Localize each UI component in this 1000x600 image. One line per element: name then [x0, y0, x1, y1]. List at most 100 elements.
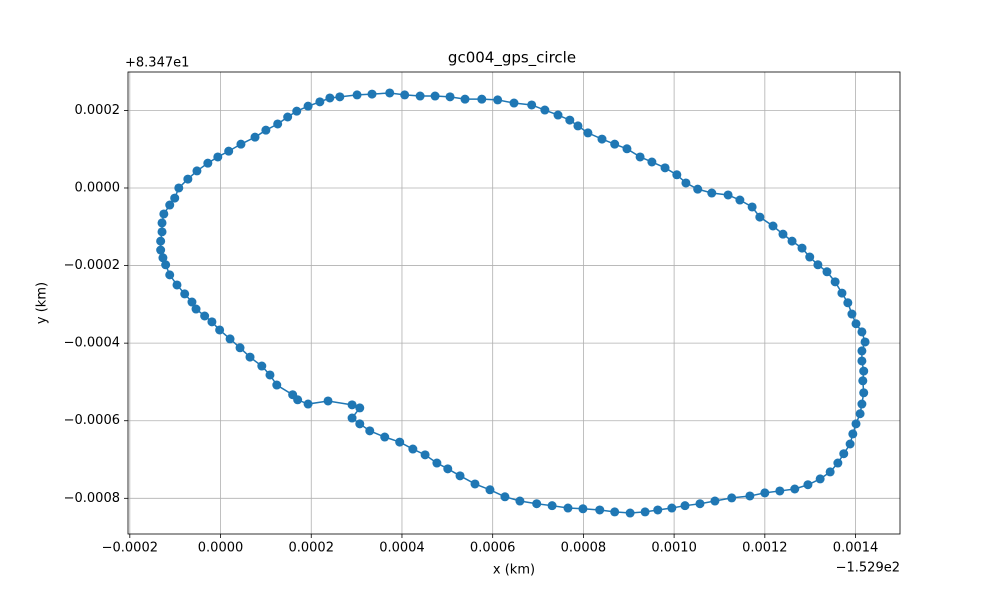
data-point: [158, 253, 168, 263]
data-point: [855, 409, 865, 419]
y-tick-label: −0.0004: [64, 336, 120, 351]
y-offset-label: +8.347e1: [125, 56, 189, 71]
data-point: [367, 89, 377, 99]
y-tick-label: −0.0002: [64, 258, 120, 273]
data-point: [735, 195, 745, 205]
data-point: [250, 132, 260, 142]
data-point: [787, 236, 797, 246]
data-point: [477, 94, 487, 104]
data-point: [845, 439, 855, 449]
x-tick-label: 0.0000: [198, 541, 244, 556]
x-tick-label: 0.0006: [470, 541, 516, 556]
data-point: [207, 317, 217, 327]
data-point: [860, 337, 870, 347]
data-point: [485, 485, 495, 495]
data-point: [833, 458, 843, 468]
data-point: [859, 366, 869, 376]
data-point: [335, 92, 345, 102]
data-point: [803, 480, 813, 490]
data-point: [805, 252, 815, 262]
data-point: [707, 188, 717, 198]
data-point: [790, 484, 800, 494]
data-point: [775, 486, 785, 496]
y-tick-label: −0.0008: [64, 491, 120, 506]
data-point: [161, 260, 171, 270]
x-tick-label: 0.0010: [651, 541, 697, 556]
data-point: [851, 319, 861, 329]
data-point: [156, 245, 166, 255]
data-point: [500, 492, 510, 502]
data-point: [723, 190, 733, 200]
data-point: [420, 450, 430, 460]
x-tick-label: −0.0002: [102, 541, 158, 556]
data-point: [565, 115, 575, 125]
x-tick-label: 0.0014: [833, 541, 879, 556]
data-point: [755, 212, 765, 222]
data-point: [848, 429, 858, 439]
data-point: [583, 128, 593, 138]
data-point: [595, 505, 605, 515]
data-point: [180, 289, 190, 299]
data-point: [553, 110, 563, 120]
data-point: [292, 106, 302, 116]
data-point: [839, 449, 849, 459]
data-point: [695, 499, 705, 509]
data-point: [159, 209, 169, 219]
data-point: [408, 444, 418, 454]
x-tick-label: 0.0002: [288, 541, 334, 556]
data-point: [355, 403, 365, 413]
plot-frame: [127, 71, 901, 535]
data-point: [283, 112, 293, 122]
data-point: [236, 139, 246, 149]
data-point: [578, 504, 588, 514]
data-point: [443, 464, 453, 474]
data-point: [432, 458, 442, 468]
data-point: [355, 419, 365, 429]
x-offset-label: −1.529e2: [836, 561, 900, 576]
data-point: [843, 298, 853, 308]
data-point: [395, 437, 405, 447]
data-point: [857, 399, 867, 409]
data-point: [622, 144, 632, 154]
data-point: [225, 334, 235, 344]
data-point: [493, 95, 503, 105]
data-point: [515, 496, 525, 506]
chart-title: gc004_gps_circle: [448, 49, 576, 68]
data-point: [172, 280, 182, 290]
data-point: [547, 501, 557, 511]
data-point: [815, 474, 825, 484]
data-point: [203, 158, 213, 168]
data-point: [385, 88, 395, 98]
data-point: [315, 97, 325, 107]
data-point: [727, 493, 737, 503]
data-point: [563, 503, 573, 513]
data-point: [272, 380, 282, 390]
data-point: [192, 166, 202, 176]
data-point: [837, 288, 847, 298]
data-point: [540, 105, 550, 115]
x-tick-label: 0.0004: [379, 541, 425, 556]
data-point: [597, 134, 607, 144]
y-tick-label: 0.0000: [75, 180, 121, 195]
data-point: [858, 376, 868, 386]
data-point: [640, 507, 650, 517]
data-point: [257, 361, 267, 371]
data-point: [527, 100, 537, 110]
data-point: [768, 221, 778, 231]
data-point: [200, 311, 210, 321]
data-point: [813, 260, 823, 270]
data-point: [187, 297, 197, 307]
data-point: [347, 400, 357, 410]
x-tick-label: 0.0012: [742, 541, 788, 556]
data-point: [760, 488, 770, 498]
data-point: [400, 90, 410, 100]
x-axis-label: x (km): [493, 563, 535, 578]
data-point: [365, 426, 375, 436]
data-point: [213, 152, 223, 162]
data-point: [165, 270, 175, 280]
data-point: [851, 419, 861, 429]
data-point: [325, 93, 335, 103]
data-point: [667, 503, 677, 513]
data-point: [380, 432, 390, 442]
